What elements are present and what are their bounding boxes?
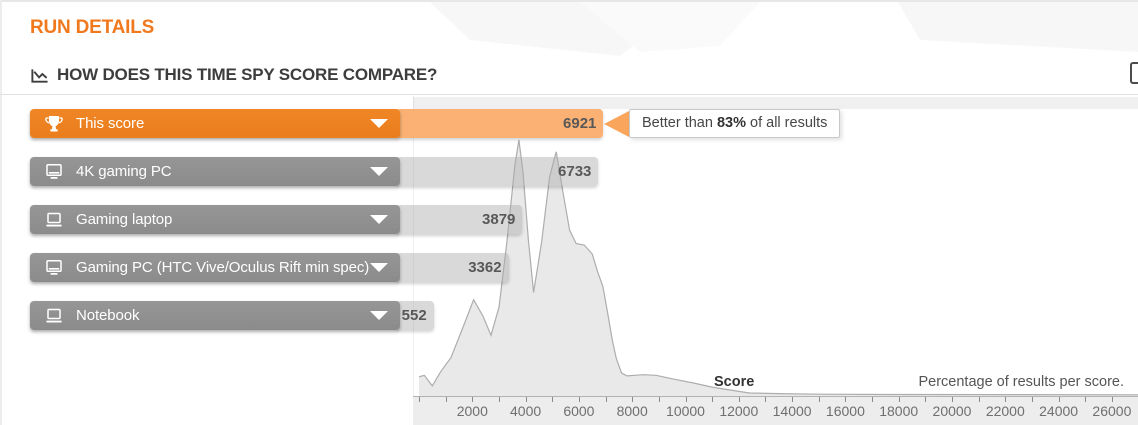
score-value: 3362 [468,259,502,276]
laptop-icon [46,212,62,226]
axis-tick-label: 12000 [719,403,759,419]
axis-tick [578,397,580,402]
row-label: This score [76,115,145,132]
axis-tick [419,397,420,402]
laptop-icon [46,308,62,322]
axis-tick [872,397,874,402]
chart-top-strip [413,97,1138,109]
dropdown-gaming-laptop[interactable]: Gaming laptop [30,205,400,234]
axis-tick-label: 20000 [932,403,972,419]
axis-tick [765,397,767,402]
axis-tick [658,397,660,402]
axis-tick-label: 18000 [879,403,919,419]
percentile-value: 83% [716,115,746,131]
axis-tick [792,397,794,402]
axis-tick-label: 4000 [510,403,542,419]
percentile-callout: Better than 83% of all results [629,109,841,138]
axis-tick [1085,397,1087,402]
desktop-icon [46,259,62,275]
axis-tick [552,397,554,402]
score-value: 6733 [558,163,592,180]
chevron-down-icon [370,311,388,320]
chevron-down-icon [370,167,388,176]
dropdown-notebook[interactable]: Notebook [30,301,400,330]
axis-tick-label: 2000 [456,403,488,419]
left-border [0,0,2,425]
score-bar: 3879 [396,205,523,234]
axis-tick [818,397,820,402]
axis-tick [845,397,847,402]
y-axis-note: Percentage of results per score. [918,374,1124,390]
axis-tick-label: 8000 [616,403,648,419]
axis-tick-label: 6000 [563,403,595,419]
x-axis-title: Score [714,374,755,390]
top-border [0,0,1138,2]
axis-tick-label: 22000 [985,403,1025,419]
row-label: Gaming laptop [76,211,173,228]
score-value: 6921 [563,115,597,132]
axis-tick [1111,397,1113,402]
axis-tick [685,397,687,402]
dropdown-gaming-pc-vr[interactable]: Gaming PC (HTC Vive/Oculus Rift min spec… [30,253,400,282]
axis-tick-label: 14000 [772,403,812,419]
score-value: 552 [401,307,427,324]
page-title: RUN DETAILS [30,17,155,38]
desktop-icon [46,163,62,179]
axis-tick [445,397,447,402]
score-bar: 6921 [396,109,604,138]
score-bar: 3362 [396,253,509,282]
axis-tick [978,397,980,402]
score-bar: 6733 [396,157,599,186]
row-label: Gaming PC (HTC Vive/Oculus Rift min spec… [76,259,370,276]
dropdown-4k-gaming-pc[interactable]: 4K gaming PC [30,157,400,186]
axis-tick [605,397,607,402]
axis-tick [499,397,500,402]
section-heading-text: HOW DOES THIS TIME SPY SCORE COMPARE? [57,65,438,84]
x-axis: 2000 4000 6000 8000 10000 12000 14000 16000 1800… [413,396,1138,425]
embed-button-partial[interactable] [1130,62,1138,84]
chevron-down-icon [370,263,388,272]
axis-tick [525,397,527,402]
callout-arrow-icon [604,111,629,137]
section-divider [0,94,1138,95]
score-distribution-histogram [418,139,1138,396]
line-chart-icon [31,68,48,83]
axis-tick [632,397,634,402]
section-heading: HOW DOES THIS TIME SPY SCORE COMPARE? [30,65,437,85]
chevron-down-icon [370,119,388,128]
axis-tick [738,397,740,402]
row-label: Notebook [76,307,140,324]
chart-region [413,96,1138,425]
score-value: 3879 [482,211,516,228]
axis-tick [1005,397,1007,402]
dropdown-this-score[interactable]: This score [30,109,400,138]
score-bar: 552 [396,301,434,330]
row-label: 4K gaming PC [76,163,172,180]
axis-tick [472,397,474,402]
background-watermark [430,2,1138,56]
axis-tick-label: 16000 [825,403,865,419]
axis-tick-label: 26000 [1092,403,1132,419]
axis-tick-label: 10000 [666,403,705,419]
axis-tick [898,397,900,402]
axis-tick [952,397,953,402]
axis-tick [1058,397,1060,402]
axis-tick-label: 24000 [1039,403,1079,419]
chevron-down-icon [370,215,388,224]
axis-tick [712,397,714,402]
axis-tick [925,397,927,402]
trophy-icon [45,115,63,131]
axis-tick [1032,397,1033,402]
